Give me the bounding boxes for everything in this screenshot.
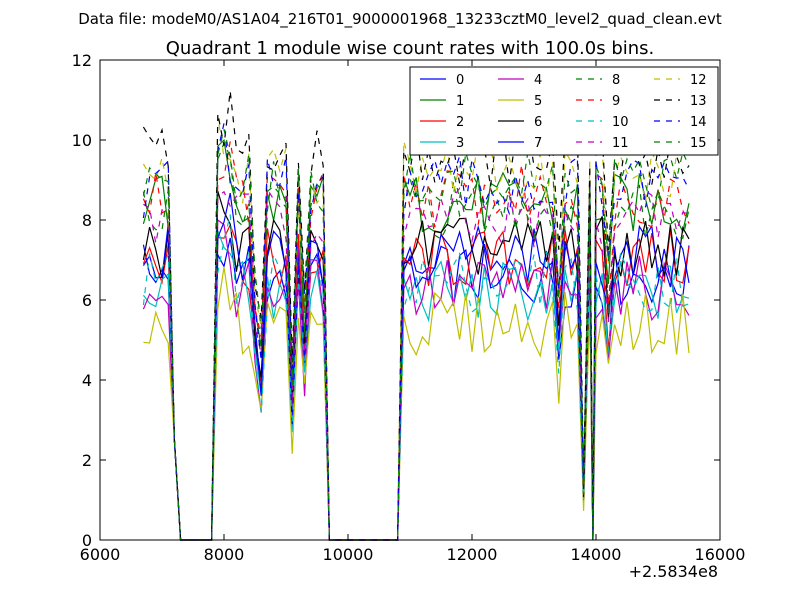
y-tick-label: 12	[72, 51, 92, 70]
x-tick-label: 8000	[204, 545, 245, 564]
y-tick-label: 2	[82, 451, 92, 470]
series-line-13	[142, 91, 690, 541]
legend-label-4: 4	[534, 73, 542, 88]
legend-label-14: 14	[690, 115, 707, 130]
data-file-suptitle: Data file: modeM0/AS1A04_216T01_90000019…	[78, 10, 722, 29]
series-line-11	[143, 186, 690, 541]
legend-label-9: 9	[612, 94, 620, 109]
legend-box	[409, 66, 719, 156]
legend-label-10: 10	[612, 115, 629, 130]
y-tick-label: 6	[82, 291, 92, 310]
legend-label-8: 8	[612, 73, 620, 88]
legend-label-2: 2	[456, 115, 464, 130]
series-line-9	[142, 141, 690, 541]
x-tick-label: 14000	[571, 545, 622, 564]
legend-label-1: 1	[456, 94, 464, 109]
series-line-4	[142, 218, 690, 541]
legend-label-7: 7	[534, 136, 542, 151]
y-tick-label: 4	[82, 371, 92, 390]
series-line-6	[142, 191, 690, 541]
x-tick-label: 10000	[323, 545, 374, 564]
series-line-5	[143, 266, 690, 541]
series-line-15	[142, 129, 690, 541]
series-line-14	[142, 123, 690, 541]
x-tick-label: 16000	[695, 545, 746, 564]
legend-label-5: 5	[534, 94, 542, 109]
series-line-7	[142, 192, 690, 541]
y-tick-label: 0	[82, 531, 92, 550]
y-tick-label: 8	[82, 211, 92, 230]
legend-label-15: 15	[690, 136, 707, 151]
x-axis: 6000 8000 10000 12000 14000 16000	[80, 60, 746, 564]
legend-label-6: 6	[534, 115, 542, 130]
legend-label-3: 3	[456, 136, 464, 151]
legend-label-13: 13	[690, 94, 707, 109]
series-line-10	[142, 214, 690, 541]
x-offset-label: +2.5834e8	[629, 562, 718, 581]
x-tick-label: 6000	[80, 545, 121, 564]
legend-label-11: 11	[612, 136, 629, 151]
legend-label-0: 0	[456, 73, 464, 88]
series-layer	[142, 91, 690, 541]
y-tick-label: 10	[72, 131, 92, 150]
chart-title: Quadrant 1 module wise count rates with …	[166, 38, 655, 59]
legend-label-12: 12	[690, 73, 707, 88]
x-tick-label: 12000	[447, 545, 498, 564]
